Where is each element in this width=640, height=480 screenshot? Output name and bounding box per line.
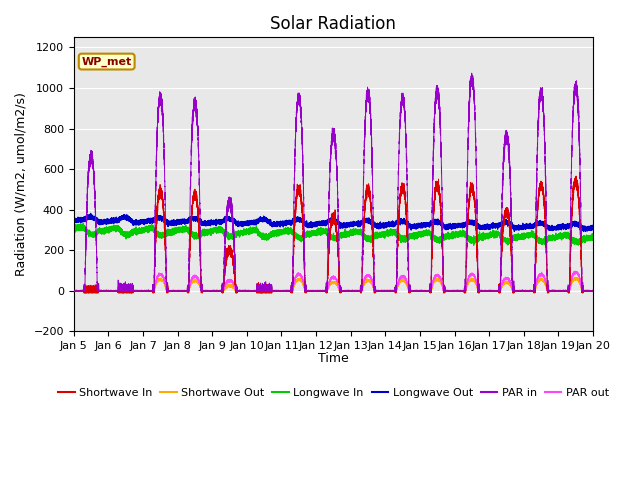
Shortwave Out [571, 274, 579, 280]
PAR in [70, 288, 77, 294]
Line: Shortwave Out: Shortwave Out [74, 277, 593, 291]
Legend: Shortwave In, Shortwave Out, Longwave In, Longwave Out, PAR in, PAR out: Shortwave In, Shortwave Out, Longwave In… [53, 383, 613, 402]
Shortwave In [70, 288, 77, 294]
Longwave In [460, 232, 468, 238]
PAR out [460, 288, 468, 294]
Shortwave Out [401, 277, 409, 283]
Longwave Out [70, 216, 77, 222]
Longwave Out [494, 222, 502, 228]
Line: Longwave In: Longwave In [74, 224, 593, 245]
Longwave In [494, 231, 502, 237]
PAR out [97, 288, 105, 294]
PAR in [468, 70, 476, 76]
Longwave In [401, 237, 409, 242]
Longwave Out [487, 222, 495, 228]
Line: PAR out: PAR out [74, 271, 593, 291]
Title: Solar Radiation: Solar Radiation [271, 15, 396, 33]
Longwave In [70, 228, 77, 234]
Longwave Out [401, 220, 409, 226]
PAR out [487, 288, 495, 294]
Shortwave In [487, 288, 495, 294]
Longwave In [79, 221, 87, 227]
X-axis label: Time: Time [318, 352, 349, 365]
PAR out [494, 288, 502, 294]
Longwave In [474, 235, 482, 240]
PAR in [474, 286, 482, 292]
Shortwave In [494, 288, 502, 294]
PAR out [589, 288, 597, 294]
PAR out [572, 268, 579, 274]
PAR in [401, 120, 409, 126]
Longwave In [589, 235, 597, 240]
Longwave Out [87, 210, 95, 216]
Shortwave Out [474, 288, 482, 294]
Line: Shortwave In: Shortwave In [74, 176, 593, 293]
Longwave In [97, 229, 105, 235]
Shortwave In [474, 288, 482, 294]
Line: PAR in: PAR in [74, 73, 593, 291]
Longwave Out [460, 222, 468, 228]
Shortwave In [401, 198, 409, 204]
PAR in [97, 288, 105, 294]
Shortwave In [97, 288, 105, 294]
Longwave Out [511, 228, 518, 234]
Shortwave In [460, 288, 468, 294]
Longwave Out [589, 225, 597, 231]
PAR in [487, 288, 495, 294]
Longwave In [470, 242, 477, 248]
Line: Longwave Out: Longwave Out [74, 213, 593, 231]
PAR in [494, 288, 502, 294]
PAR in [460, 288, 468, 294]
Y-axis label: Radiation (W/m2, umol/m2/s): Radiation (W/m2, umol/m2/s) [15, 92, 28, 276]
PAR out [474, 287, 482, 293]
Shortwave Out [589, 288, 597, 294]
Longwave Out [97, 220, 105, 226]
Shortwave In [80, 290, 88, 296]
Shortwave Out [70, 288, 77, 294]
Shortwave Out [460, 288, 468, 294]
Shortwave Out [97, 288, 105, 294]
PAR out [70, 288, 77, 294]
PAR out [401, 276, 409, 281]
Shortwave Out [487, 288, 495, 294]
Shortwave In [589, 288, 597, 293]
Shortwave Out [494, 288, 502, 294]
Longwave In [487, 234, 495, 240]
Shortwave In [572, 173, 580, 179]
Text: WP_met: WP_met [81, 57, 132, 67]
Longwave Out [474, 223, 482, 229]
PAR in [589, 288, 597, 294]
